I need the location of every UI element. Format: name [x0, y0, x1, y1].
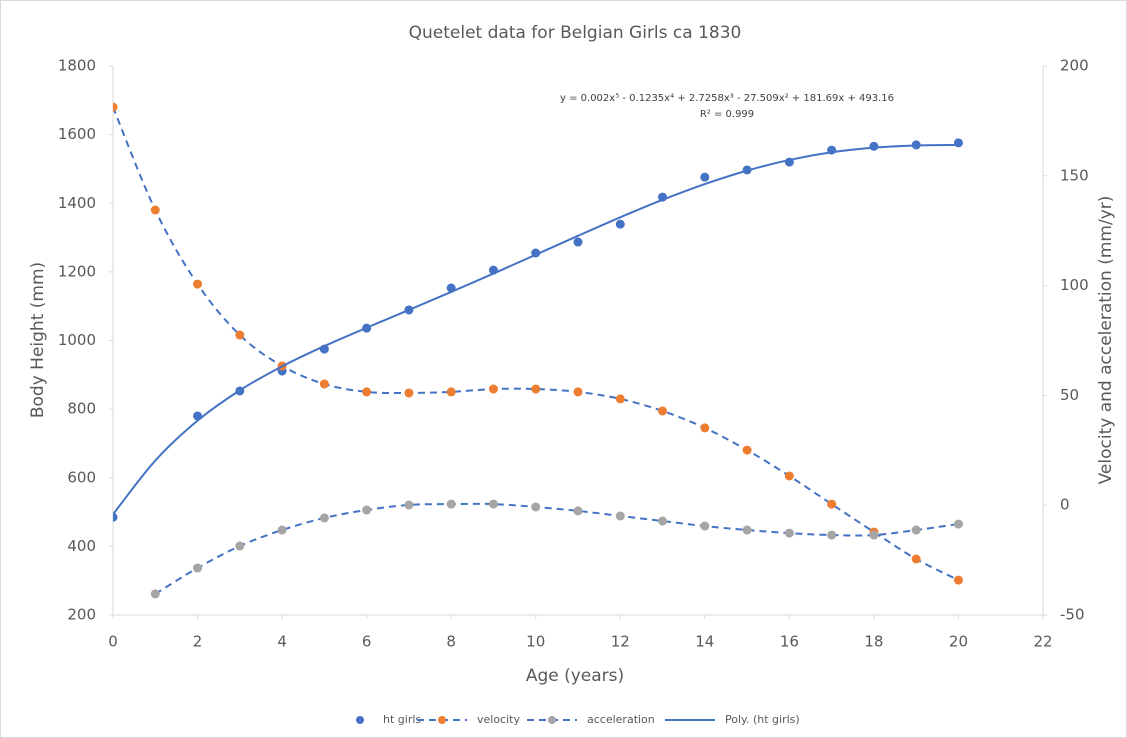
data-point	[319, 379, 329, 389]
y2-tick-label: 100	[1060, 276, 1089, 294]
data-point	[658, 406, 668, 416]
data-point	[953, 519, 963, 529]
data-point	[404, 500, 414, 510]
r-squared: R² = 0.999	[700, 109, 754, 120]
y2-tick-label: 200	[1060, 57, 1089, 75]
data-point	[404, 388, 414, 398]
data-point	[150, 205, 160, 215]
data-point	[700, 521, 710, 531]
data-point	[193, 563, 203, 573]
data-point	[573, 237, 583, 247]
data-point	[911, 525, 921, 535]
legend-label: velocity	[477, 713, 520, 726]
x-tick-label: 14	[695, 633, 714, 651]
data-point	[827, 499, 837, 509]
y2-tick-label: -50	[1060, 606, 1085, 624]
x-tick-label: 0	[108, 633, 118, 651]
y-tick-label: 1200	[58, 262, 96, 280]
y-tick-label: 600	[67, 468, 96, 486]
data-point	[319, 513, 329, 523]
y-tick-label: 1400	[58, 194, 96, 212]
y2-axis-label: Velocity and acceleration (mm/yr)	[1096, 196, 1116, 485]
data-point	[362, 387, 372, 397]
y2-tick-label: 50	[1060, 386, 1079, 404]
x-tick-label: 18	[864, 633, 883, 651]
data-point	[113, 512, 118, 522]
data-point	[784, 528, 794, 538]
x-tick-label: 4	[277, 633, 287, 651]
data-point	[700, 172, 710, 182]
legend-marker	[356, 716, 364, 724]
data-point	[869, 530, 879, 540]
data-point	[488, 384, 498, 394]
legend-marker	[438, 716, 446, 724]
data-point	[193, 279, 203, 289]
legend-marker	[548, 716, 556, 724]
x-tick-label: 10	[526, 633, 545, 651]
x-tick-label: 22	[1033, 633, 1052, 651]
data-point	[235, 330, 245, 340]
y-tick-label: 800	[67, 400, 96, 418]
data-point	[742, 525, 752, 535]
data-point	[113, 102, 118, 112]
data-point	[446, 499, 456, 509]
data-point	[615, 219, 625, 229]
data-point	[277, 525, 287, 535]
x-tick-label: 16	[780, 633, 799, 651]
x-axis-label: Age (years)	[526, 666, 624, 686]
y-tick-label: 1000	[58, 331, 96, 349]
y-tick-label: 400	[67, 537, 96, 555]
data-point	[953, 575, 963, 585]
data-point	[615, 394, 625, 404]
data-point	[700, 423, 710, 433]
y-tick-label: 1600	[58, 125, 96, 143]
y-axis-label: Body Height (mm)	[28, 262, 48, 418]
x-tick-label: 6	[362, 633, 372, 651]
y2-tick-label: 0	[1060, 496, 1070, 514]
data-point	[869, 141, 879, 151]
x-tick-label: 2	[193, 633, 203, 651]
data-point	[827, 530, 837, 540]
series-line	[113, 143, 959, 516]
y-tick-label: 1800	[58, 57, 96, 75]
data-point	[573, 387, 583, 397]
data-point	[911, 554, 921, 564]
data-point	[235, 541, 245, 551]
data-point	[615, 511, 625, 521]
x-tick-label: 20	[949, 633, 968, 651]
equation: y = 0.002x⁵ - 0.1235x⁴ + 2.7258x³ - 27.5…	[560, 93, 894, 104]
plot-area	[113, 102, 963, 599]
y2-tick-label: 150	[1060, 166, 1089, 184]
legend-label: acceleration	[587, 713, 655, 726]
data-point	[658, 516, 668, 526]
legend-label: ht girls	[383, 713, 421, 726]
data-point	[784, 471, 794, 481]
data-point	[531, 502, 541, 512]
data-point	[446, 387, 456, 397]
data-point	[531, 384, 541, 394]
data-point	[573, 506, 583, 516]
y-tick-label: 200	[67, 606, 96, 624]
data-point	[742, 445, 752, 455]
legend-label: Poly. (ht girls)	[725, 713, 800, 726]
data-point	[488, 499, 498, 509]
x-tick-label: 12	[611, 633, 630, 651]
data-point	[362, 505, 372, 515]
x-tick-label: 8	[446, 633, 456, 651]
data-point	[150, 589, 160, 599]
chart-title: Quetelet data for Belgian Girls ca 1830	[409, 23, 742, 43]
